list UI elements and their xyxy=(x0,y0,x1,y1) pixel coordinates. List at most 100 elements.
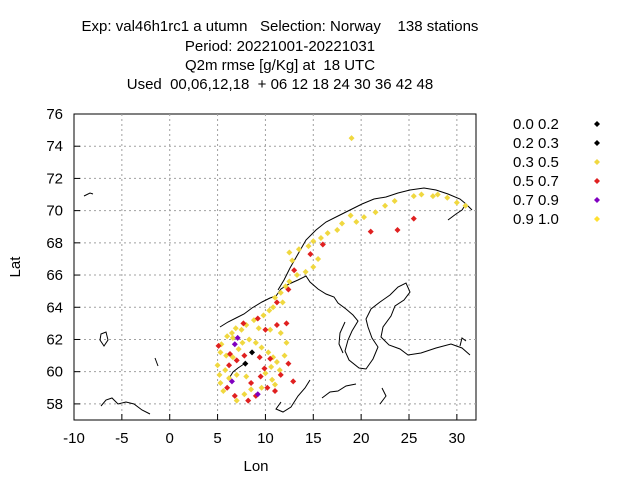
station-marker xyxy=(310,264,317,270)
station-marker xyxy=(222,367,229,374)
station-marker xyxy=(214,362,221,369)
station-marker xyxy=(235,346,242,353)
legend-label: 0.7 0.9 xyxy=(513,192,559,209)
station-marker xyxy=(243,373,250,380)
station-marker xyxy=(286,278,293,285)
station-marker xyxy=(361,214,368,221)
station-marker xyxy=(277,289,284,296)
station-marker xyxy=(261,365,268,372)
title-line-2: Period: 20221001-20221031 xyxy=(184,38,376,55)
station-marker xyxy=(226,362,233,369)
station-marker xyxy=(232,325,239,332)
station-marker xyxy=(276,367,283,374)
station-marker xyxy=(462,202,469,209)
station-marker xyxy=(250,317,257,324)
station-marker xyxy=(348,135,355,142)
station-marker xyxy=(285,360,292,367)
coastline xyxy=(83,187,473,415)
station-marker xyxy=(266,307,273,314)
legend-marker xyxy=(594,140,600,146)
station-marker xyxy=(285,286,292,293)
station-marker xyxy=(273,321,280,328)
station-marker xyxy=(217,349,224,356)
station-marker xyxy=(262,370,269,377)
station-marker xyxy=(319,241,326,248)
station-marker xyxy=(249,349,256,356)
x-tick-label: -5 xyxy=(115,430,128,447)
station-marker xyxy=(256,354,263,361)
legend-label: 0.2 0.3 xyxy=(513,135,559,152)
x-tick-label: 15 xyxy=(305,430,322,447)
station-marker xyxy=(252,339,259,346)
station-marker xyxy=(410,215,417,222)
grid xyxy=(74,114,476,420)
x-tick-label: 5 xyxy=(213,430,221,447)
station-marker xyxy=(217,379,224,386)
station-marker xyxy=(231,392,238,399)
legend-label: 0.0 0.2 xyxy=(513,116,559,133)
x-tick-label: 25 xyxy=(401,430,418,447)
station-marker xyxy=(367,228,374,235)
station-marker xyxy=(233,397,240,404)
x-tick-label: 10 xyxy=(257,430,274,447)
station-marker xyxy=(216,371,223,378)
title-line-3: Q2m rmse [g/Kg] at 18 UTC xyxy=(184,57,376,74)
y-tick-label: 72 xyxy=(46,170,63,187)
station-marker xyxy=(264,384,271,391)
station-marker xyxy=(339,220,345,227)
x-tick-label: 20 xyxy=(353,430,370,447)
station-marker xyxy=(272,294,278,301)
legend-label: 0.9 1.0 xyxy=(513,211,559,228)
station-marker xyxy=(267,355,274,362)
station-marker xyxy=(279,299,286,306)
station-marker xyxy=(245,397,252,404)
title-line-1: Exp: val46h1rc1 a utumn Selection: Norwa… xyxy=(81,18,479,35)
station-marker xyxy=(434,191,441,198)
station-marker xyxy=(453,199,460,206)
y-tick-label: 64 xyxy=(46,299,63,316)
station-marker xyxy=(233,357,240,364)
station-marker xyxy=(258,344,265,351)
legend: 0.0 0.2 0.2 0.3 0.3 0.5 0.5 0.7 0.7 0.9 0.9 1… xyxy=(513,116,600,228)
station-marker xyxy=(315,255,322,262)
station-marker xyxy=(241,391,248,398)
station-marker xyxy=(239,339,246,346)
y-tick-label: 70 xyxy=(46,203,63,220)
station-marker xyxy=(269,376,276,383)
station-marker xyxy=(294,272,301,279)
station-marker xyxy=(372,209,379,216)
plot-frame xyxy=(73,113,477,421)
station-marker xyxy=(254,315,261,322)
station-marker xyxy=(215,342,222,349)
station-marker xyxy=(295,246,302,253)
legend-label: 0.3 0.5 xyxy=(513,154,559,171)
x-tick-label: 0 xyxy=(166,430,174,447)
station-marker xyxy=(391,197,398,204)
station-marker xyxy=(229,354,236,361)
station-marker xyxy=(270,304,277,311)
station-marker xyxy=(224,333,231,340)
station-marker xyxy=(277,330,284,337)
station-marker xyxy=(281,352,288,359)
station-marker xyxy=(283,339,290,346)
station-marker xyxy=(228,378,235,385)
station-marker xyxy=(353,218,360,225)
station-marker xyxy=(257,373,264,380)
legend-marker xyxy=(594,121,600,127)
station-marker xyxy=(260,312,267,319)
station-marker xyxy=(255,325,262,332)
axis-ticks: -10 -5 0 5 10 15 20 25 30 58 60 62 64 66 68 70 72 74 76 xyxy=(46,106,465,447)
station-marker xyxy=(248,386,255,393)
station-marker xyxy=(283,320,290,327)
station-marker xyxy=(226,375,233,382)
station-marker xyxy=(231,341,238,348)
station-marker xyxy=(444,194,451,201)
x-axis-label: Lon xyxy=(243,458,268,475)
x-tick-label: -10 xyxy=(63,430,85,447)
station-marker xyxy=(418,191,425,198)
station-marker xyxy=(273,359,280,366)
station-marker xyxy=(265,349,272,356)
station-marker xyxy=(347,212,354,219)
station-marker xyxy=(307,251,314,258)
